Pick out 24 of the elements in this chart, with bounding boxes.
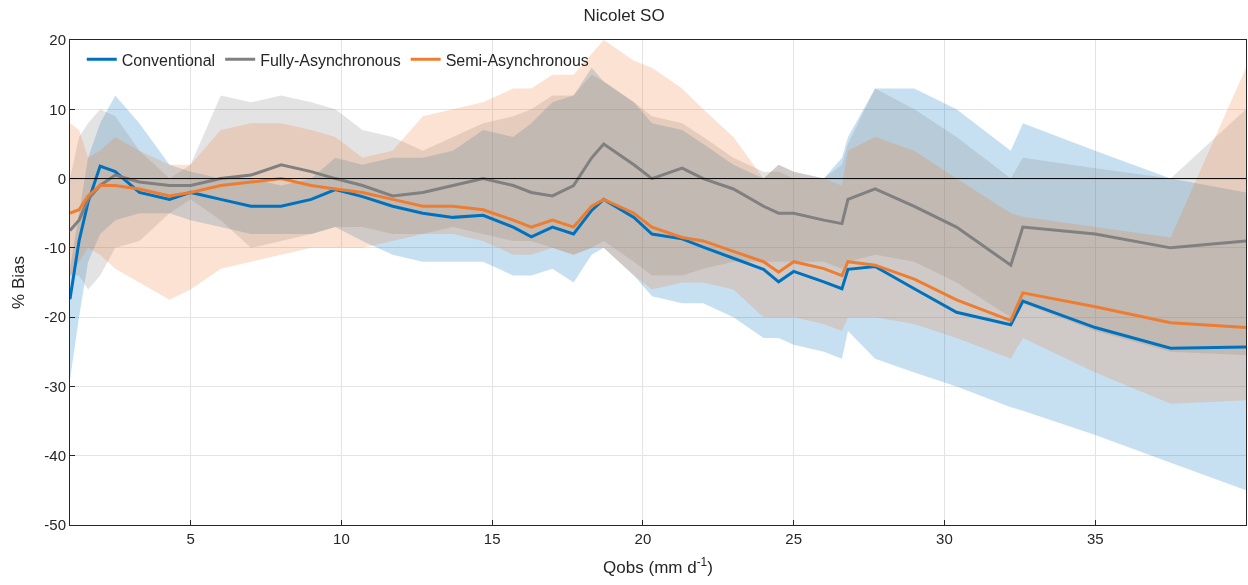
y-tick-label: -50 <box>44 516 66 534</box>
line-series <box>70 177 1246 330</box>
y-axis-title: % Bias <box>8 256 28 309</box>
legend-label: Semi-Asynchronous <box>445 51 589 69</box>
y-tick-label: -10 <box>44 239 66 257</box>
x-tick-label: 15 <box>483 530 501 547</box>
x-tick-label: 25 <box>785 530 803 547</box>
legend-label: Fully-Asynchronous <box>260 51 401 69</box>
line-series <box>70 142 1246 267</box>
chart-title: Nicolet SO <box>583 5 665 25</box>
x-tick-label: 10 <box>333 530 350 547</box>
line-series <box>70 164 1246 350</box>
x-tick-label: 35 <box>1086 530 1104 547</box>
y-tick-label: -30 <box>44 377 66 395</box>
y-tick-label: 0 <box>57 169 66 187</box>
y-tick-label: 10 <box>49 100 66 118</box>
x-axis-title: Qobs (mm d$^{-1}$) <box>603 555 713 578</box>
x-tick-label: 5 <box>186 530 195 547</box>
x-tick-label: 30 <box>936 530 953 547</box>
legend-label: Conventional <box>121 51 216 69</box>
y-tick-label: 20 <box>49 31 66 49</box>
x-tick-label: 20 <box>634 530 652 547</box>
y-tick-label: -20 <box>44 308 66 326</box>
y-tick-label: -40 <box>44 446 66 464</box>
